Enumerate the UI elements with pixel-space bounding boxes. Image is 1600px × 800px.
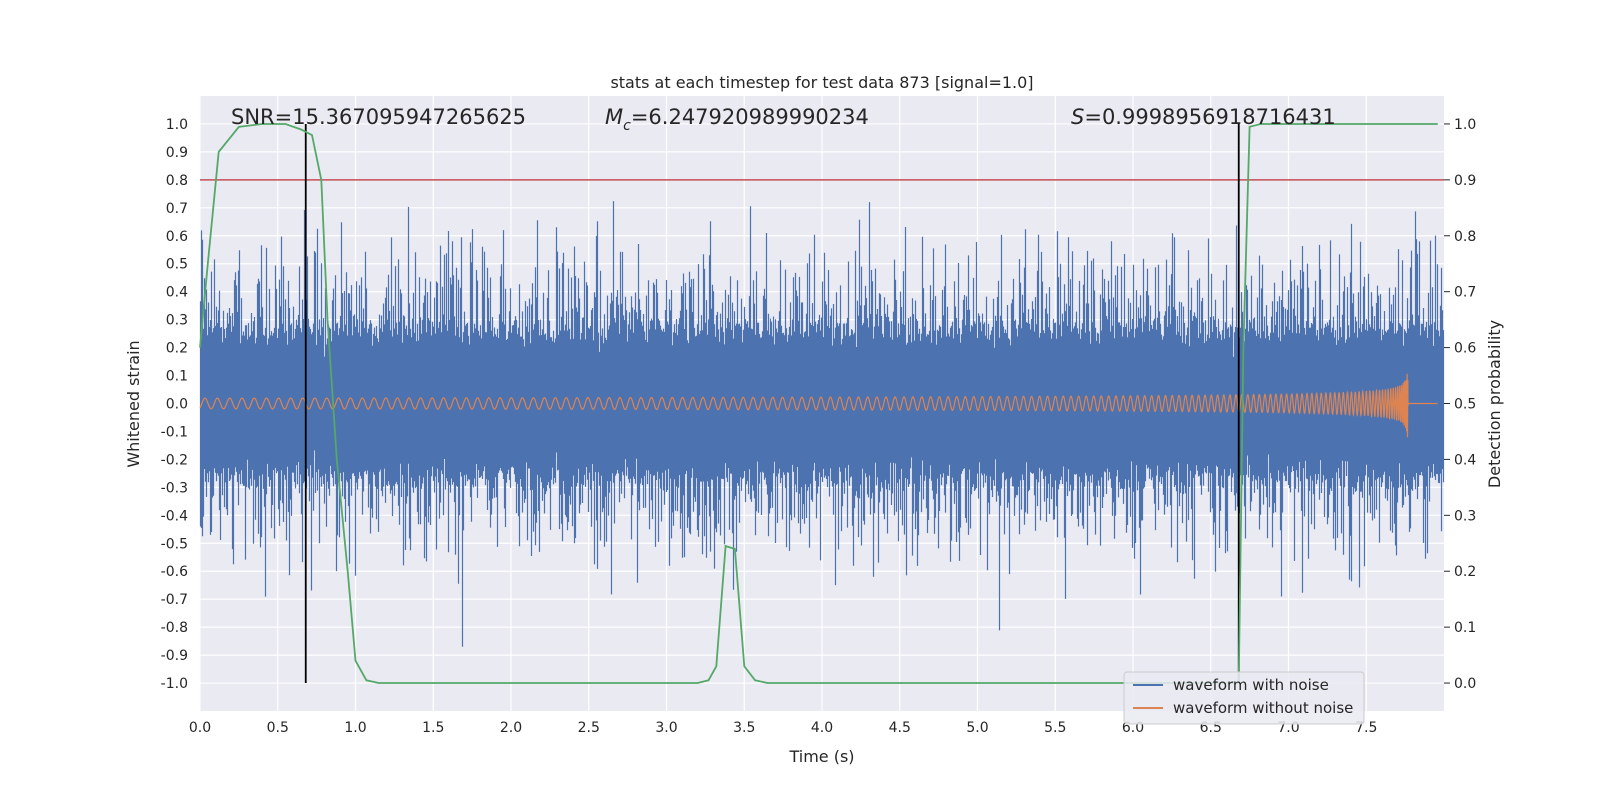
y-tick-label: -0.6 — [161, 564, 188, 580]
x-tick-label: 1.5 — [422, 720, 444, 736]
x-tick-label: 0.0 — [189, 720, 211, 736]
y-tick-label: 0.4 — [166, 285, 188, 301]
x-tick-label: 5.5 — [1044, 720, 1066, 736]
mc-symbol: M — [605, 105, 623, 129]
x-tick-label: 1.0 — [344, 720, 366, 736]
y-tick-label: -0.5 — [161, 536, 188, 552]
y-tick-label: 0.5 — [166, 257, 188, 273]
overlay-lines — [200, 123, 1444, 684]
legend-label-noise: waveform with noise — [1173, 676, 1329, 694]
x-tick-label: 3.5 — [733, 720, 755, 736]
x-tick-label: 5.0 — [966, 720, 988, 736]
y-tick-label: 1.0 — [166, 117, 188, 133]
y2-tick-label: 0.7 — [1454, 285, 1476, 301]
y-tick-label: -0.1 — [161, 424, 188, 440]
y2-tick-label: 0.2 — [1454, 564, 1476, 580]
y2-tick-label: 0.1 — [1454, 620, 1476, 636]
chart-title: stats at each timestep for test data 873… — [610, 73, 1033, 92]
y-tick-label: -1.0 — [161, 676, 188, 692]
chirp-series — [199, 373, 1438, 438]
detection-probability-line — [199, 123, 1438, 684]
y-tick-label: -0.8 — [161, 620, 188, 636]
legend-box — [1123, 671, 1365, 725]
s-value: =0.9998956918716431 — [1084, 105, 1335, 129]
y-tick-label: -0.7 — [161, 592, 188, 608]
y2-axis-label: Detection probability — [1485, 320, 1504, 488]
y-tick-label: 0.8 — [166, 173, 188, 189]
x-tick-label: 4.0 — [811, 720, 833, 736]
y-tick-label: 0.2 — [166, 341, 188, 357]
snr-annotation: SNR=15.367095947265625 — [231, 105, 526, 129]
y-tick-label: -0.9 — [161, 648, 188, 664]
y-tick-label: -0.4 — [161, 508, 188, 524]
x-tick-label: 0.5 — [267, 720, 289, 736]
y-tick-label: -0.2 — [161, 452, 188, 468]
s-annotation: S=0.9998956918716431 — [1071, 105, 1336, 129]
y2-tick-label: 0.9 — [1454, 173, 1476, 189]
y2-tick-label: 0.5 — [1454, 397, 1476, 413]
y-axis-label: Whitened strain — [124, 340, 143, 467]
tick-labels: 0.0 0.5 1.0 1.5 2.0 2.5 3.0 3.5 4.0 4.5 5.0 5.5 6.0 6… — [161, 117, 1477, 736]
y-tick-label: 0.9 — [166, 145, 188, 161]
y2-tick-label: 0.8 — [1454, 229, 1476, 245]
y-tick-label: -0.3 — [161, 480, 188, 496]
s-symbol: S — [1071, 105, 1084, 129]
y-tick-label: 0.0 — [166, 397, 188, 413]
mc-value: =6.247920989990234 — [631, 105, 869, 129]
x-axis-label: Time (s) — [788, 747, 854, 766]
y-tick-label: 0.3 — [166, 313, 188, 329]
mc-subscript: c — [623, 118, 631, 134]
x-tick-label: 4.5 — [889, 720, 911, 736]
y2-tick-label: 0.4 — [1454, 452, 1476, 468]
probability-series — [199, 123, 1438, 684]
clean-waveform-line — [199, 373, 1438, 438]
y2-tick-label: 0.0 — [1454, 676, 1476, 692]
y2-tick-label: 0.3 — [1454, 508, 1476, 524]
x-tick-label: 2.5 — [578, 720, 600, 736]
y2-tick-label: 1.0 — [1454, 117, 1476, 133]
x-tick-label: 2.0 — [500, 720, 522, 736]
mc-annotation: Mc=6.247920989990234 — [605, 105, 869, 134]
legend: waveform with noise waveform without noi… — [1123, 671, 1365, 725]
y-tick-label: 0.7 — [166, 201, 188, 217]
y-tick-label: 0.1 — [166, 369, 188, 385]
y-tick-label: 0.6 — [166, 229, 188, 245]
y2-tick-label: 0.6 — [1454, 341, 1476, 357]
legend-label-clean: waveform without noise — [1173, 699, 1353, 717]
x-tick-label: 3.0 — [655, 720, 677, 736]
